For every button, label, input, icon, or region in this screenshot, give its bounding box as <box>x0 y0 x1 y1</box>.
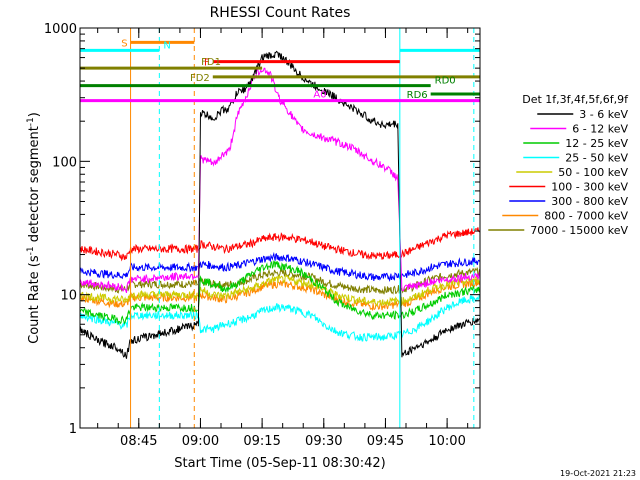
flag-label-fd1: FD1 <box>201 57 221 68</box>
series-line-300-800-kev-2 <box>197 251 481 282</box>
x-tick-label: 10:00 <box>428 434 465 449</box>
legend-label-3-6-kev: 3 - 6 keV <box>579 108 628 121</box>
y-axis: 1 10 100 1000 <box>44 22 480 437</box>
series-line-50-100-kev-1 <box>79 290 198 304</box>
y-tick-label: 10 <box>60 289 77 304</box>
x-tick-label: 09:00 <box>182 434 219 449</box>
series-line-25-50-kev-1 <box>79 309 199 330</box>
series-line-100-300-kev-1 <box>79 243 199 262</box>
legend-label-12-25-kev: 12 - 25 keV <box>565 137 628 150</box>
series-line-6-12-kev-1 <box>79 271 199 294</box>
x-axis-label: Start Time (05-Sep-11 08:30:42) <box>174 456 385 471</box>
y-tick-label: 100 <box>52 155 77 170</box>
legend-label-6-12-kev: 6 - 12 keV <box>572 123 628 136</box>
series-line-12-25-kev-2 <box>197 260 481 321</box>
flag-label-s: S <box>121 38 127 49</box>
x-tick-label: 09:45 <box>367 434 404 449</box>
legend-label-300-800-kev: 300 - 800 keV <box>551 195 628 208</box>
legend-label-50-100-kev: 50 - 100 keV <box>558 166 628 179</box>
flag-label-rd0: RD0 <box>435 76 456 87</box>
legend-label-800-7000-kev: 800 - 7000 keV <box>544 210 628 223</box>
series-line-3-6-kev-1 <box>79 320 199 359</box>
timestamp: 19-Oct-2021 21:23 <box>560 469 636 478</box>
flag-label-a0: A0 <box>313 90 326 101</box>
series-line-800-7000-kev-1 <box>79 291 199 309</box>
plot-frame <box>79 27 481 429</box>
series-line-6-12-kev-2 <box>197 67 481 292</box>
legend-label-7000-15000-kev: 7000 - 15000 keV <box>530 224 628 237</box>
legend-label-100-300-kev: 100 - 300 keV <box>551 181 628 194</box>
legend-label-25-50-kev: 25 - 50 keV <box>565 152 628 165</box>
flag-label-n: N <box>163 40 170 51</box>
x-tick-label: 09:30 <box>305 434 342 449</box>
x-tick-label: 09:15 <box>243 434 280 449</box>
series-line-25-50-kev-2 <box>197 294 481 342</box>
series-line-100-300-kev-2 <box>197 227 481 261</box>
x-tick-label: 08:45 <box>120 434 157 449</box>
plot-series <box>79 50 481 359</box>
chart-title: RHESSI Count Rates <box>210 5 351 21</box>
y-tick-label: 1 <box>69 422 77 437</box>
legend: Det 1f,3f,4f,5f,6f,9f 3 - 6 keV 6 - 12 ke… <box>488 93 629 237</box>
flag-label-rd6: RD6 <box>407 90 428 101</box>
y-tick-label: 1000 <box>44 22 77 37</box>
x-axis: 08:45 09:00 09:15 09:30 09:45 10:00 <box>97 28 469 449</box>
y-axis-label: Count Rate (s-1 detector segment-1) <box>26 112 42 344</box>
series-line-50-100-kev-2 <box>197 274 481 307</box>
flag-label-f: F <box>204 58 210 69</box>
legend-title: Det 1f,3f,4f,5f,6f,9f <box>522 93 629 106</box>
flag-label-fd2: FD2 <box>190 73 210 84</box>
series-line-300-800-kev-1 <box>79 261 198 280</box>
series-line-12-25-kev-1 <box>79 302 199 326</box>
series-line-3-6-kev-2 <box>197 50 481 358</box>
